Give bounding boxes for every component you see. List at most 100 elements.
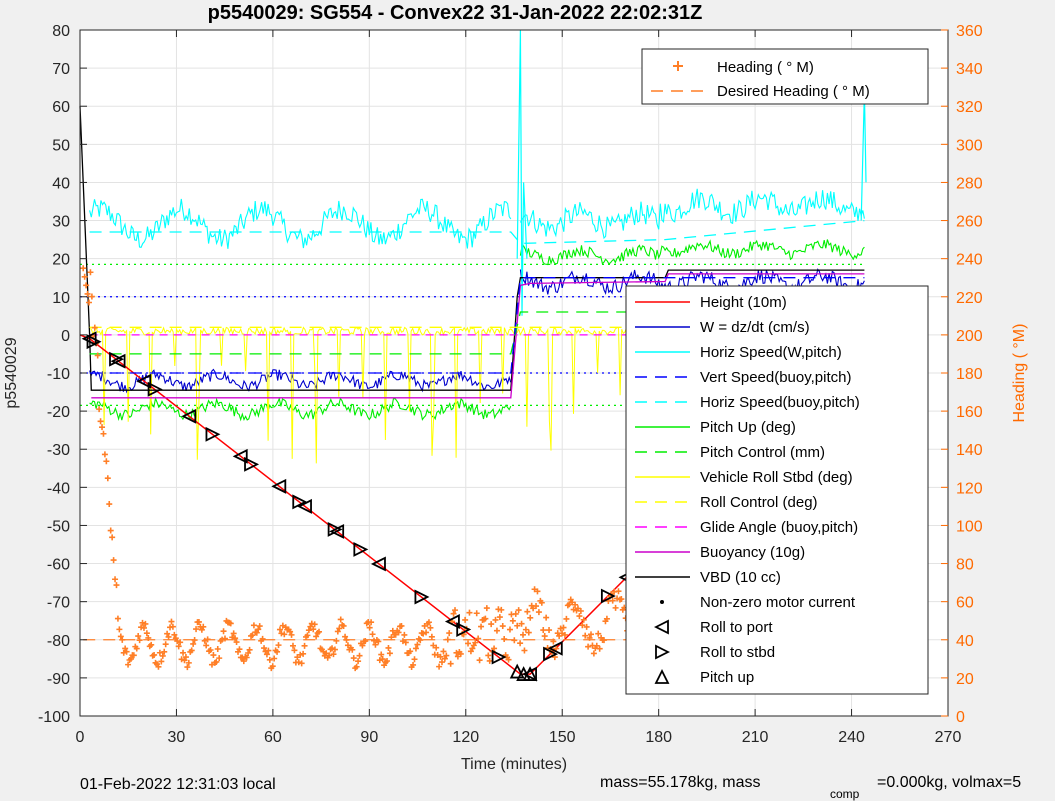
heading-point: [256, 623, 263, 630]
heading-point: [331, 646, 338, 653]
heading-point: [269, 663, 276, 670]
heading-point: [165, 633, 172, 640]
heading-point: [533, 603, 540, 610]
heading-point: [398, 622, 405, 629]
footer-mass: mass=55.178kg, mass: [600, 774, 761, 791]
heading-point: [473, 610, 480, 617]
legend-main: Height (10m) W = dz/dt (cm/s) Horiz Speed(…: [625, 285, 929, 695]
heading-point: [168, 618, 175, 625]
y2-tick-label: 280: [956, 175, 983, 192]
heading-point: [297, 651, 304, 658]
heading-point: [384, 658, 391, 665]
heading-point: [140, 624, 147, 631]
heading-point: [181, 657, 188, 664]
marker-roll-to-port: [522, 666, 537, 682]
heading-point: [350, 655, 357, 662]
heading-point: [104, 475, 111, 482]
y-tick-label: 0: [61, 328, 70, 345]
heading-point: [311, 621, 318, 628]
y2-tick-label: 80: [956, 557, 974, 574]
heading-point: [515, 607, 522, 614]
heading-point: [122, 645, 129, 652]
x-tick-label: 210: [742, 729, 769, 746]
heading-point: [91, 324, 98, 331]
heading-point: [216, 655, 223, 662]
heading-point: [114, 615, 121, 622]
heading-point: [501, 636, 508, 643]
heading-point: [378, 651, 385, 658]
heading-point: [207, 647, 214, 654]
heading-point: [133, 645, 140, 652]
heading-point: [274, 648, 281, 655]
legend-heading: Heading ( ° M) Desired Heading ( ° M): [641, 48, 929, 105]
heading-point: [583, 623, 590, 630]
heading-point: [171, 631, 178, 638]
heading-point: [368, 619, 375, 626]
y-tick-label: 40: [52, 175, 70, 192]
heading-point: [103, 458, 110, 465]
legend-label: Glide Angle (buoy,pitch): [700, 519, 858, 536]
heading-point: [493, 627, 500, 634]
heading-point: [353, 663, 360, 670]
heading-point: [362, 638, 369, 645]
heading-point: [550, 638, 557, 645]
y-ticks: -100-90-80-70-60-50-40-30-20-10010203040…: [38, 23, 87, 726]
heading-point: [482, 615, 489, 622]
heading-point: [159, 652, 166, 659]
legend-label: Pitch Up (deg): [700, 419, 796, 436]
heading-point: [601, 637, 608, 644]
heading-point: [94, 352, 101, 359]
heading-point: [541, 633, 548, 640]
y-tick-label: 80: [52, 23, 70, 40]
y-tick-label: -20: [47, 404, 70, 421]
heading-point: [509, 617, 516, 624]
x-tick-label: 270: [935, 729, 962, 746]
heading-point: [255, 626, 262, 633]
footer-local-time: 01-Feb-2022 12:31:03 local: [80, 776, 276, 793]
y-tick-label: -70: [47, 595, 70, 612]
series-pitch-control-mm-: [89, 311, 865, 355]
marker-roll-to-stbd: [456, 622, 472, 637]
heading-point: [175, 643, 182, 650]
heading-point: [488, 621, 495, 628]
y2-tick-label: 0: [956, 709, 965, 726]
heading-point: [240, 658, 247, 665]
heading-point: [593, 642, 600, 649]
heading-point: [233, 639, 240, 646]
heading-point: [136, 637, 143, 644]
heading-point: [453, 649, 460, 656]
heading-point: [438, 659, 445, 666]
heading-point: [465, 640, 472, 647]
heading-point: [485, 652, 492, 659]
heading-point: [359, 642, 366, 649]
heading-point: [466, 609, 473, 616]
heading-point: [379, 656, 386, 663]
heading-point: [512, 610, 519, 617]
heading-point: [427, 624, 434, 631]
heading-point: [437, 653, 444, 660]
heading-point: [546, 627, 553, 634]
heading-point: [376, 657, 383, 664]
heading-point: [535, 609, 542, 616]
y2-tick-label: 260: [956, 214, 983, 231]
heading-point: [425, 619, 432, 626]
heading-point: [185, 659, 192, 666]
series-horiz-speed-buoy-pitch-: [89, 219, 865, 245]
y-tick-label: -80: [47, 633, 70, 650]
y-tick-label: -100: [38, 709, 70, 726]
legend-label: Horiz Speed(buoy,pitch): [700, 394, 860, 411]
heading-point: [579, 622, 586, 629]
heading-point: [525, 629, 532, 636]
heading-point: [615, 588, 622, 595]
marker-roll-to-stbd: [147, 381, 163, 397]
heading-point: [496, 614, 503, 621]
heading-point: [287, 628, 294, 635]
legend-label: Non-zero motor current: [700, 594, 856, 611]
heading-point: [349, 646, 356, 653]
heading-point: [414, 641, 421, 648]
y2-tick-label: 220: [956, 290, 983, 307]
y2-tick-label: 60: [956, 595, 974, 612]
legend-label: VBD (10 cc): [700, 569, 781, 586]
y2-ticks: 0 20 40 60 80 100 120 140 160 180 200 220 240 260 280 3…: [941, 23, 983, 726]
heading-point: [230, 630, 237, 637]
